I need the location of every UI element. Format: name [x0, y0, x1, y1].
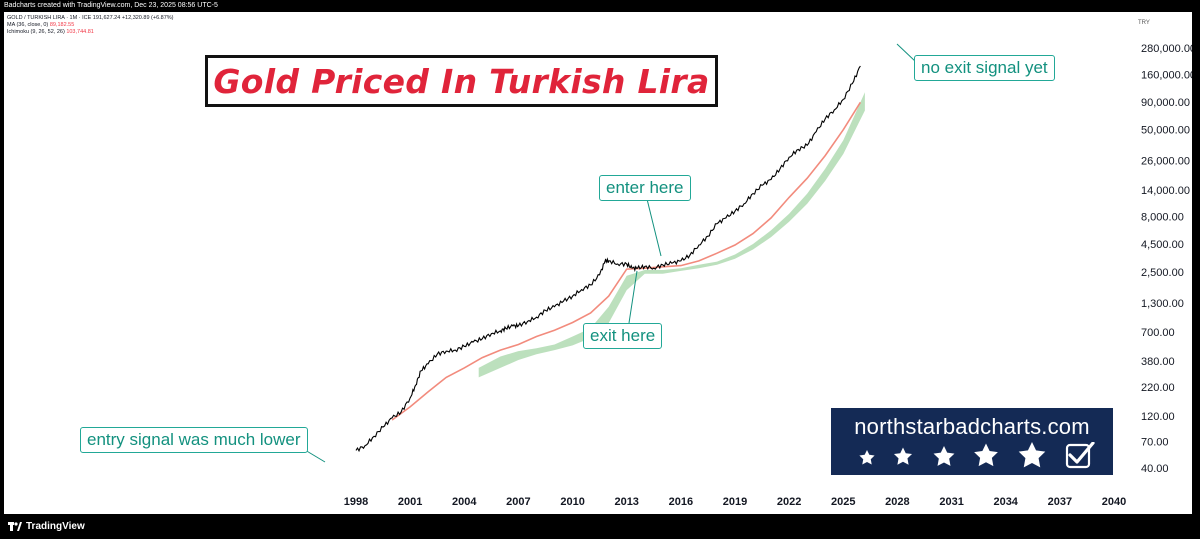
x-tick-label: 2025	[831, 496, 855, 508]
x-tick-label: 2022	[777, 496, 801, 508]
x-tick-label: 2019	[723, 496, 747, 508]
pointer-no-exit	[896, 43, 917, 63]
x-tick-label: 2016	[669, 496, 693, 508]
brand-box: northstarbadcharts.com	[831, 408, 1113, 475]
legend-ma-value: 89,182.55	[49, 22, 75, 28]
x-tick-label: 2028	[885, 496, 909, 508]
ichimoku-cloud	[478, 92, 865, 378]
pointer-enter	[646, 198, 662, 257]
chart-panel: 280,000.00 160,000.00 90,000.00 50,000.00 26…	[4, 12, 1192, 514]
price-line	[355, 65, 861, 453]
caption-bar: Badcharts created with TradingView.com, …	[0, 0, 1200, 12]
y-tick-label: 220.00	[1141, 382, 1175, 394]
pointer-exit	[628, 270, 638, 324]
footer-bar: TradingView	[0, 514, 1200, 539]
star-icon	[859, 450, 875, 465]
ma-line	[391, 101, 862, 421]
checkbox-check-icon	[1065, 442, 1095, 469]
x-tick-label: 2007	[506, 496, 530, 508]
y-tick-label: 280,000.00	[1141, 43, 1192, 55]
legend-ichimoku: Ichimoku (9, 26, 52, 26) 103,744.81	[7, 29, 174, 36]
star-icon	[974, 443, 998, 467]
chart-title: Gold Priced In Turkish Lira	[213, 61, 710, 101]
legend-ichimoku-value: 103,744.81	[66, 29, 94, 35]
y-tick-label: 8,000.00	[1141, 212, 1184, 224]
y-tick-label: 700.00	[1141, 327, 1175, 339]
x-tick-label: 2037	[1048, 496, 1072, 508]
legend-ichimoku-label: Ichimoku (9, 26, 52, 26)	[7, 29, 65, 35]
y-tick-label: 4,500.00	[1141, 239, 1184, 251]
currency-label: TRY	[1138, 20, 1150, 26]
tradingview-logo-icon	[8, 521, 22, 531]
y-tick-label: 50,000.00	[1141, 125, 1190, 137]
chart-canvas[interactable]: 280,000.00 160,000.00 90,000.00 50,000.00 26…	[4, 12, 1192, 514]
y-tick-label: 70.00	[1141, 437, 1169, 449]
y-tick-label: 120.00	[1141, 411, 1175, 423]
legend-symbol: GOLD / TURKISH LIRA · 1M · ICE 191,627.2…	[7, 15, 174, 21]
y-tick-label: 26,000.00	[1141, 156, 1190, 168]
star-icon	[893, 447, 913, 465]
x-tick-label: 2013	[614, 496, 638, 508]
y-tick-label: 1,300.00	[1141, 298, 1184, 310]
callout-exit: exit here	[583, 323, 663, 349]
x-tick-label: 2040	[1102, 496, 1126, 508]
footer-logo-text: TradingView	[26, 521, 85, 532]
legend-ma: MA (36, close, 0) 89,182.55	[7, 22, 174, 29]
x-tick-label: 2010	[560, 496, 584, 508]
y-tick-label: 40.00	[1141, 463, 1169, 475]
star-icon	[1018, 442, 1046, 468]
y-axis: 280,000.00 160,000.00 90,000.00 50,000.00 26…	[1141, 43, 1192, 475]
y-tick-label: 14,000.00	[1141, 185, 1190, 197]
callout-no-exit: no exit signal yet	[914, 55, 1055, 81]
y-tick-label: 160,000.00	[1141, 70, 1192, 82]
moving-average-layer	[391, 101, 862, 421]
star-icon	[933, 446, 955, 466]
callout-entry-low: entry signal was much lower	[80, 427, 308, 453]
x-tick-label: 2031	[939, 496, 963, 508]
x-axis: 1998 2001 2004 2007 2010 2013 2016 2019 2022 2025…	[344, 496, 1126, 508]
x-tick-label: 2004	[452, 496, 477, 508]
ichimoku-cloud-layer	[478, 92, 865, 378]
x-tick-label: 2001	[398, 496, 422, 508]
x-tick-label: 1998	[344, 496, 368, 508]
y-tick-label: 380.00	[1141, 356, 1175, 368]
y-tick-label: 2,500.00	[1141, 267, 1184, 279]
rating-stars	[859, 442, 1095, 469]
chart-title-box: Gold Priced In Turkish Lira	[205, 55, 718, 107]
chart-legend: GOLD / TURKISH LIRA · 1M · ICE 191,627.2…	[7, 15, 174, 36]
x-tick-label: 2034	[993, 496, 1018, 508]
price-line-layer	[355, 65, 861, 453]
legend-ma-label: MA (36, close, 0)	[7, 22, 49, 28]
callout-enter: enter here	[599, 175, 691, 201]
brand-text: northstarbadcharts.com	[854, 414, 1090, 439]
y-tick-label: 90,000.00	[1141, 97, 1190, 109]
